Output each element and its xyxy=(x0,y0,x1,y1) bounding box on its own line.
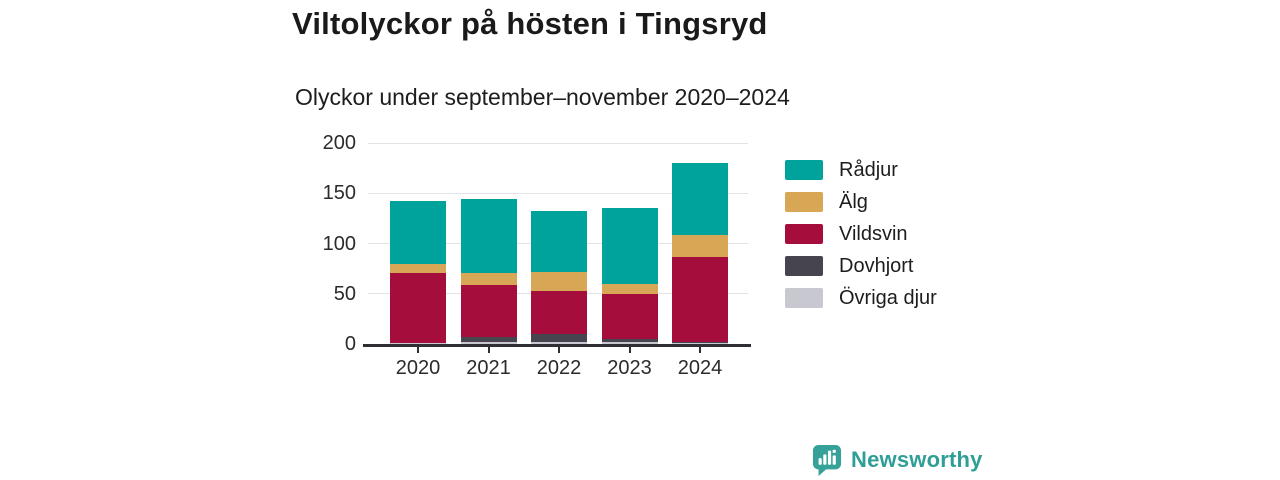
y-tick-label: 200 xyxy=(322,132,356,155)
legend-swatch xyxy=(785,160,823,180)
bar-segment-2022-Rådjur xyxy=(531,211,587,272)
bar-segment-2023-Övriga djur xyxy=(601,341,658,344)
legend: Rådjur Älg Vildsvin Dovhjort Övriga djur xyxy=(785,158,937,309)
legend-item-Vildsvin: Vildsvin xyxy=(785,222,937,245)
x-tick-label: 2022 xyxy=(536,357,582,379)
plot-area: 2020 2021 2022 2023 2024 xyxy=(363,140,751,379)
x-tick xyxy=(628,347,631,353)
chart-title: Viltolyckor på hösten i Tingsryd xyxy=(292,6,768,41)
legend-item-Dovhjort: Dovhjort xyxy=(785,254,937,277)
newsworthy-logo: Newsworthy xyxy=(812,444,983,476)
bar-segment-2024-Övriga djur xyxy=(672,342,728,344)
bar-segment-2021-Övriga djur xyxy=(460,341,517,344)
bar-segment-2021-Rådjur xyxy=(460,199,517,273)
bar-segment-2020-Vildsvin xyxy=(390,272,446,343)
x-tick xyxy=(699,347,701,353)
x-tick-label: 2023 xyxy=(607,357,652,379)
newsworthy-icon xyxy=(812,445,842,476)
bar-segment-2024-Rådjur xyxy=(672,163,728,236)
bar-segment-2024-Älg xyxy=(672,235,728,257)
y-tick-label: 150 xyxy=(322,182,356,205)
x-tick xyxy=(417,347,419,353)
legend-swatch xyxy=(785,224,823,244)
legend-label: Övriga djur xyxy=(839,286,937,309)
legend-label: Vildsvin xyxy=(839,222,908,245)
x-tick xyxy=(558,347,560,353)
legend-item-Älg: Älg xyxy=(785,190,937,213)
gridline-150 xyxy=(368,192,748,194)
legend-label: Rådjur xyxy=(839,158,898,181)
bar-segment-2021-Dovhjort xyxy=(460,336,517,342)
legend-swatch xyxy=(785,192,823,212)
bar-segment-2022-Dovhjort xyxy=(531,333,587,342)
legend-label: Älg xyxy=(839,190,868,213)
legend-swatch xyxy=(785,288,823,308)
legend-label: Dovhjort xyxy=(839,254,914,277)
bar-segment-2024-Dovhjort xyxy=(672,341,728,343)
legend-item-Rådjur: Rådjur xyxy=(785,158,937,181)
gridline-200 xyxy=(368,142,748,144)
newsworthy-wordmark: Newsworthy xyxy=(851,447,983,472)
chart-subtitle: Olyckor under september–november 2020–20… xyxy=(295,84,790,110)
legend-item-Övriga djur: Övriga djur xyxy=(785,286,937,309)
bar-segment-2020-Älg xyxy=(390,263,446,273)
legend-swatch xyxy=(785,256,823,276)
x-tick-label: 2020 xyxy=(395,357,441,379)
bar-segment-2020-Övriga djur xyxy=(390,342,446,344)
bar-segment-2020-Rådjur xyxy=(390,201,446,264)
bar-segment-2023-Dovhjort xyxy=(601,338,658,342)
bar-segment-2024-Vildsvin xyxy=(672,256,728,342)
x-tick xyxy=(487,347,490,353)
bar-segment-2022-Övriga djur xyxy=(531,341,587,344)
bar-segment-2023-Vildsvin xyxy=(601,293,658,339)
bar-segment-2021-Älg xyxy=(460,272,517,285)
bar-segment-2022-Älg xyxy=(531,271,587,291)
bar-segment-2022-Vildsvin xyxy=(531,290,587,334)
x-tick-label: 2024 xyxy=(677,357,723,379)
y-tick-label: 100 xyxy=(322,232,356,255)
bar-segment-2023-Älg xyxy=(601,283,658,294)
x-tick-label: 2021 xyxy=(466,357,511,379)
y-tick-label: 50 xyxy=(333,282,356,305)
bar-segment-2021-Vildsvin xyxy=(460,284,517,337)
x-axis-line xyxy=(363,344,751,347)
y-tick-label: 0 xyxy=(344,333,356,355)
bar-segment-2023-Rådjur xyxy=(601,208,658,284)
